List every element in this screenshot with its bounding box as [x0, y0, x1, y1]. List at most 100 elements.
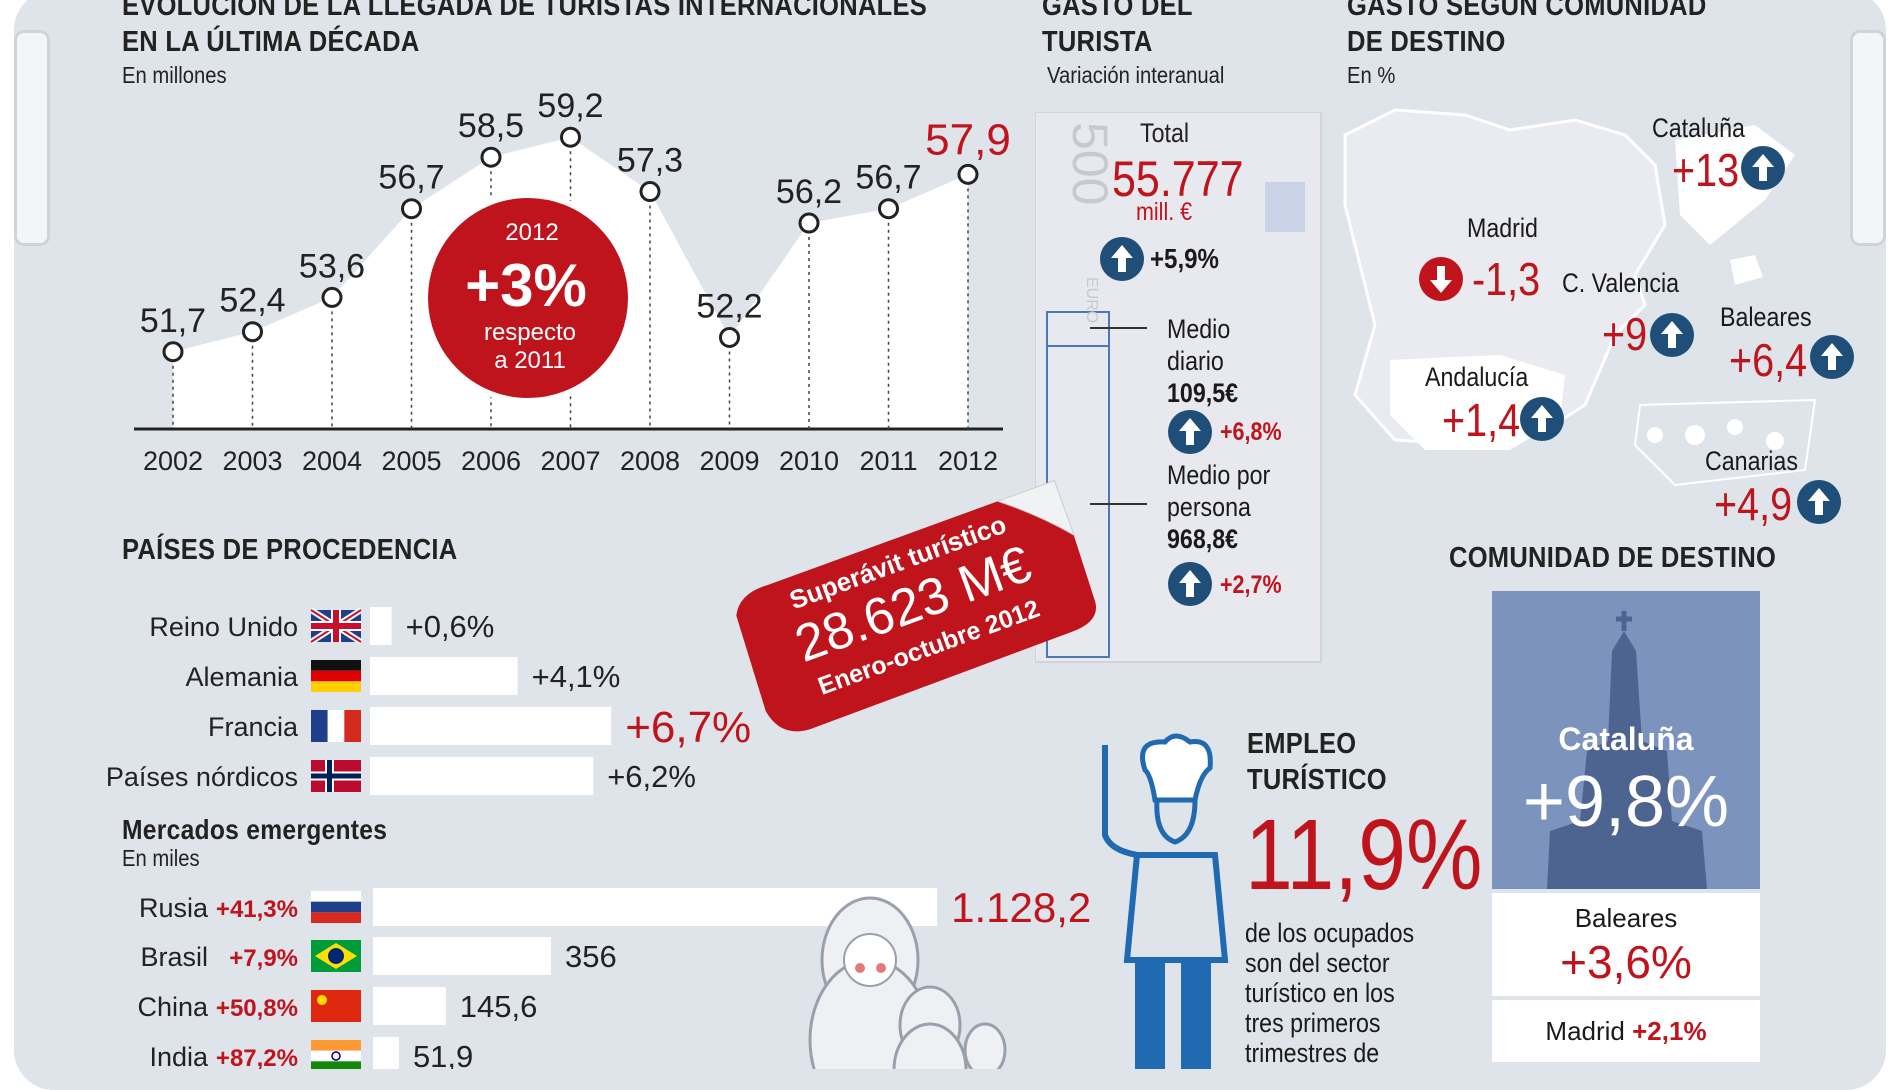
spend-person-change: +2,7% — [1220, 571, 1282, 599]
country-bar — [370, 757, 594, 795]
arrivals-marks: 51,7 2002 52,4 2003 53,6 2004 56,7 2005 58,5 2006… — [140, 87, 1010, 476]
region-cataluna-arrow-up-icon — [1741, 146, 1785, 190]
arrivals-chart: 51,7 2002 52,4 2003 53,6 2004 56,7 2005 58,5 2006… — [134, 87, 1010, 476]
emerging-title: Mercados emergentes — [122, 814, 388, 845]
spend-person-value: 968,8€ — [1167, 524, 1239, 554]
country-bar — [370, 657, 518, 695]
Reino Unido-flag-icon — [309, 607, 363, 645]
emerging-growth-label: +41,3% — [216, 896, 298, 923]
country-value-label: +4,1% — [532, 659, 621, 694]
spend-daily-label: Medio diario 109,5€ — [1167, 313, 1238, 409]
region-andalucia-arrow-up-icon — [1520, 397, 1564, 441]
country-value-label: +0,6% — [406, 609, 495, 644]
country-value-label: +6,2% — [607, 759, 696, 794]
region-andalucia-value: +1,4 — [1442, 394, 1521, 446]
spend-daily-value: 109,5€ — [1167, 378, 1239, 408]
arrivals-value-label: 59,2 — [537, 87, 603, 125]
employment-value: 11,9% — [1245, 799, 1483, 911]
arrivals-value-label: 57,3 — [617, 142, 683, 180]
regions-unit: En % — [1347, 62, 1396, 88]
arrivals-year-label: 2007 — [540, 446, 600, 476]
country-label: Reino Unido — [149, 612, 298, 642]
spend-title-line1: GASTO DEL — [1042, 0, 1193, 22]
arrivals-year-label: 2010 — [779, 446, 839, 476]
arrivals-point — [321, 286, 343, 308]
spend-person-arrow-up-icon — [1168, 562, 1212, 606]
employment-text-line: turístico en los — [1245, 978, 1395, 1008]
canary-island — [1766, 432, 1784, 450]
employment-text: de los ocupados son del sector turístico… — [1245, 918, 1414, 1068]
growth-badge-line2: a 2011 — [494, 347, 566, 374]
spend-daily-arrow-up-icon — [1168, 410, 1212, 454]
spend-daily-line1: Medio — [1167, 314, 1231, 344]
arrivals-year-label: 2009 — [699, 446, 759, 476]
arrivals-year-label: 2004 — [302, 446, 362, 476]
destination-second-box: Baleares +3,6% — [1492, 893, 1760, 996]
spend-subtitle: Variación interanual — [1047, 62, 1225, 88]
surplus-tag-shape — [736, 480, 1097, 732]
destination-top-box: Cataluña +9,8% — [1492, 591, 1760, 889]
employment-text-line: trimestres de — [1245, 1038, 1380, 1068]
arrivals-value-label: 52,2 — [696, 287, 762, 325]
arrivals-point — [401, 198, 422, 220]
regions-title-line1: GASTO SEGÚN COMUNIDAD — [1347, 0, 1707, 22]
growth-badge-value: +3% — [465, 252, 587, 319]
arrivals-year-label: 2011 — [859, 446, 917, 476]
canary-island — [1647, 427, 1663, 443]
arrivals-point — [798, 212, 820, 234]
banknote-500: 500 — [1062, 122, 1118, 205]
spend-daily-change: +6,8% — [1220, 418, 1282, 446]
employment-title-line1: EMPLEO — [1247, 728, 1357, 760]
arrivals-point — [639, 181, 661, 203]
chef-illustration — [1102, 733, 1229, 1069]
country-label: Alemania — [185, 662, 299, 692]
sagrada-familia-icon — [1547, 611, 1707, 889]
arrivals-point — [242, 321, 263, 343]
China-flag-icon — [311, 990, 361, 1022]
arrivals-year-label: 2002 — [143, 446, 203, 476]
arrivals-year-label: 2012 — [938, 446, 998, 476]
emerging-value-label: 145,6 — [460, 989, 538, 1024]
arrivals-value-label: 56,7 — [378, 159, 444, 197]
arrivals-unit: En millones — [122, 62, 227, 88]
arrivals-point — [878, 198, 899, 220]
matryoshka-illustration — [808, 896, 1007, 1069]
country-value-label: +6,7% — [625, 703, 751, 752]
spend-total-arrow-up-icon — [1100, 237, 1144, 281]
emerging-label: Brasil — [140, 942, 208, 972]
arrivals-point — [560, 126, 581, 148]
destination-top-name: Cataluña — [1558, 721, 1694, 757]
employment-title: EMPLEO TURÍSTICO — [1247, 726, 1387, 798]
arrivals-year-label: 2006 — [461, 446, 521, 476]
emerging-chart: Rusia +41,3% 1.128,2 Brasil +7,9% 356 China +50… — [137, 884, 1090, 1069]
emerging-value-label: 51,9 — [413, 1039, 473, 1069]
region-madrid-label: Madrid — [1467, 213, 1538, 243]
arrivals-value-label: 51,7 — [140, 302, 206, 340]
banknote-euro: EURO — [1083, 277, 1100, 323]
destination-third-box: Madrid +2,1% — [1492, 1000, 1760, 1062]
region-madrid-value: -1,3 — [1472, 253, 1541, 305]
destination-third-value: +2,1% — [1632, 1016, 1707, 1046]
emerging-growth-label: +87,2% — [216, 1045, 298, 1069]
region-valencia-label: C. Valencia — [1562, 268, 1680, 298]
regions-title-line2: DE DESTINO — [1347, 26, 1506, 58]
employment-text-line: tres primeros — [1245, 1008, 1381, 1038]
India-flag-icon — [311, 1040, 361, 1069]
arrivals-value-label: 57,9 — [925, 115, 1010, 164]
spend-total-unit: mill. € — [1136, 198, 1193, 226]
emerging-unit: En miles — [122, 845, 200, 871]
region-cataluna-label: Cataluña — [1652, 113, 1745, 143]
destination-second-name: Baleares — [1574, 903, 1678, 933]
arrivals-point — [162, 341, 184, 363]
destination-third-row: Madrid +2,1% — [1492, 1016, 1760, 1047]
spend-total-value: 55.777 — [1112, 151, 1244, 207]
country-bar — [370, 607, 392, 645]
canary-island — [1685, 425, 1705, 445]
spend-person-line2: persona — [1167, 492, 1251, 522]
country-label: Países nórdicos — [106, 762, 298, 792]
countries-chart: Reino Unido +0,6% Alemania +4,1% Francia +6,7… — [106, 607, 751, 795]
region-baleares-label: Baleares — [1720, 302, 1812, 332]
spend-total-label: Total — [1140, 118, 1190, 148]
emerging-value-label: 1.128,2 — [951, 884, 1090, 931]
Países nórdicos-flag-icon — [311, 760, 361, 792]
